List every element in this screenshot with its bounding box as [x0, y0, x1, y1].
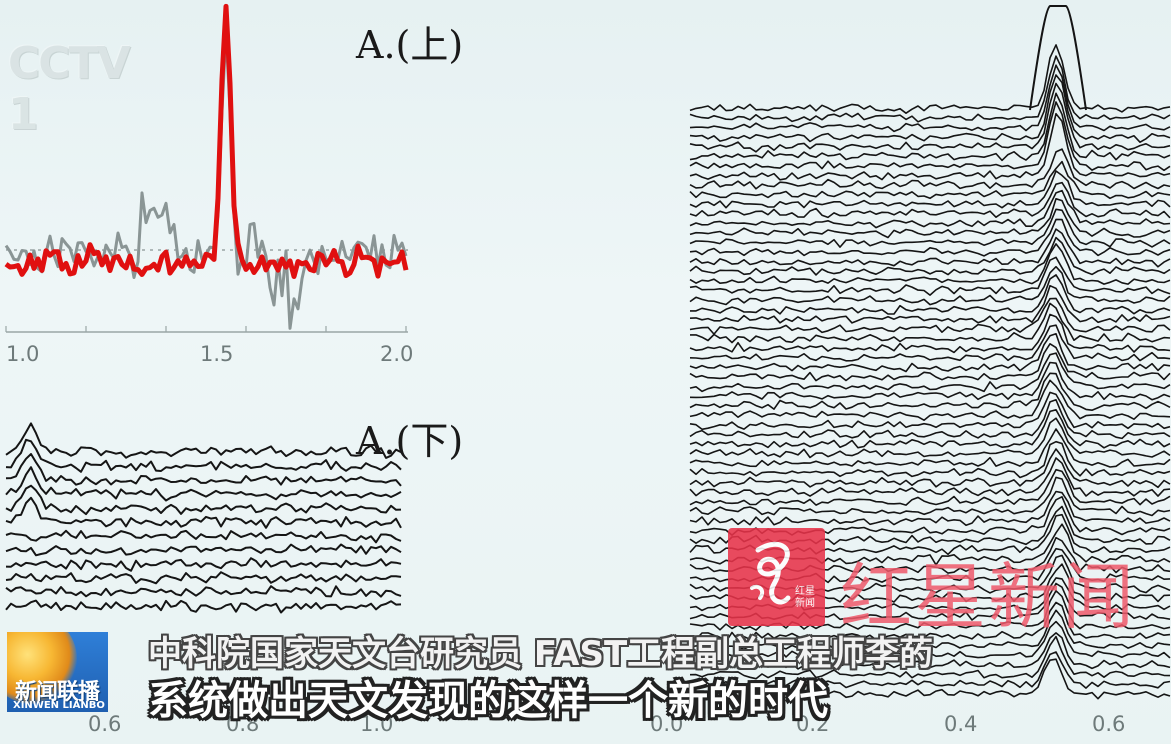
right-waterfall-trace — [689, 324, 1171, 362]
right-waterfall-trace — [689, 92, 1171, 162]
watermark-text: 红星新闻 — [840, 555, 1137, 639]
right-waterfall-trace — [689, 82, 1171, 153]
right-waterfall-trace — [689, 468, 1171, 506]
bottom-waterfall-trace — [5, 557, 402, 572]
right-waterfall-trace — [689, 189, 1171, 229]
top-x-tick: 1.0 — [6, 342, 40, 366]
bottom-waterfall-trace — [5, 438, 402, 473]
right-waterfall-trace — [689, 333, 1171, 373]
right-waterfall-trace — [689, 181, 1171, 219]
right-waterfall-trace — [689, 609, 1171, 651]
right-waterfall-trace — [689, 112, 1171, 181]
right-waterfall-trace — [689, 208, 1171, 248]
right-waterfall-trace — [690, 302, 1171, 344]
bottom-waterfall-trace — [5, 571, 402, 585]
top-red-trace — [4, 3, 409, 279]
xinwen-lianbo-logo: 新闻联播 XINWEN LIANBO — [7, 632, 108, 712]
top-x-tick: 1.5 — [200, 342, 234, 366]
right-waterfall-trace — [689, 170, 1171, 209]
right-waterfall-trace — [689, 218, 1171, 257]
right-waterfall-plot — [689, 5, 1171, 700]
top-x-tick: 2.0 — [380, 342, 414, 366]
right-waterfall-trace — [689, 352, 1171, 393]
right-waterfall-trace — [690, 274, 1171, 315]
right-waterfall-trace — [689, 160, 1171, 200]
bottom-waterfall-trace — [5, 585, 402, 598]
bottom-waterfall-trace — [5, 543, 402, 557]
right-waterfall-trace — [689, 343, 1171, 382]
bottom-x-tick: 0.6 — [88, 712, 122, 736]
channel-logo-text: CCTV 1 — [8, 38, 131, 140]
right-waterfall-trace — [689, 372, 1171, 411]
right-waterfall-trace — [689, 658, 1171, 700]
right-waterfall-trace — [689, 379, 1171, 421]
top-panel-title: A.(上) — [356, 23, 464, 67]
subtitle-speaker-caption: 中科院国家天文台研究员 FAST工程副总工程师李菂 — [148, 634, 934, 674]
right-waterfall-trace — [689, 64, 1171, 133]
news-logo-text: 新闻联播 — [15, 680, 100, 705]
bottom-waterfall-trace — [5, 529, 402, 544]
bottom-x-tick: 1.0 — [360, 712, 394, 736]
bottom-waterfall-plot — [5, 422, 402, 614]
cctv-channel-logo: CCTV 1 — [8, 38, 131, 140]
right-x-tick: 0.0 — [650, 712, 684, 736]
right-waterfall-trace — [689, 601, 1171, 643]
right-waterfall-trace — [689, 417, 1171, 459]
bottom-waterfall-trace — [5, 453, 402, 487]
right-waterfall-trace — [689, 228, 1171, 268]
right-waterfall-trace — [689, 74, 1171, 143]
right-waterfall-trace — [689, 148, 1171, 190]
right-waterfall-trace — [689, 440, 1171, 479]
watermark-badge-text: 红星新闻 — [795, 586, 815, 609]
right-waterfall-trace — [689, 361, 1171, 401]
right-waterfall-trace — [689, 476, 1171, 517]
top-pulse-plot — [4, 3, 409, 333]
right-waterfall-trace — [689, 620, 1171, 659]
subtitle-quote-caption: 系统做出天文发现的这样一个新的时代 — [148, 678, 828, 724]
right-x-tick: 0.4 — [944, 712, 978, 736]
red-star-news-logo-icon: 红星新闻 — [728, 528, 825, 626]
bottom-waterfall-trace — [5, 466, 402, 502]
right-pulse-envelope — [1029, 5, 1087, 111]
right-waterfall-trace — [689, 198, 1171, 239]
bottom-waterfall-trace — [5, 484, 402, 516]
right-waterfall-trace — [689, 284, 1171, 324]
right-waterfall-trace — [689, 44, 1171, 114]
bottom-x-tick: 0.8 — [226, 712, 260, 736]
right-x-tick: 0.2 — [796, 712, 830, 736]
bottom-waterfall-trace — [5, 422, 402, 459]
right-waterfall-trace — [689, 55, 1171, 123]
right-waterfall-trace — [689, 428, 1171, 468]
right-waterfall-trace — [689, 399, 1171, 440]
right-waterfall-trace — [689, 313, 1171, 354]
news-logo-subtext: XINWEN LIANBO — [13, 700, 105, 711]
right-waterfall-trace — [689, 448, 1171, 489]
right-waterfall-trace — [689, 457, 1171, 497]
right-waterfall-trace — [689, 632, 1171, 670]
right-waterfall-trace — [689, 243, 1171, 285]
right-waterfall-trace — [689, 635, 1171, 680]
right-waterfall-trace — [689, 391, 1171, 431]
right-waterfall-trace — [689, 265, 1171, 306]
bottom-waterfall-trace — [5, 496, 402, 529]
right-waterfall-trace — [689, 101, 1171, 172]
right-waterfall-trace — [689, 256, 1171, 296]
right-waterfall-trace — [689, 236, 1171, 276]
right-waterfall-trace — [689, 651, 1171, 689]
right-waterfall-trace — [689, 297, 1171, 335]
bottom-panel-title: A.(下) — [356, 419, 464, 463]
right-waterfall-trace — [689, 490, 1171, 527]
right-waterfall-trace — [689, 409, 1171, 449]
right-x-tick: 0.6 — [1092, 712, 1126, 736]
bottom-waterfall-trace — [5, 599, 402, 614]
